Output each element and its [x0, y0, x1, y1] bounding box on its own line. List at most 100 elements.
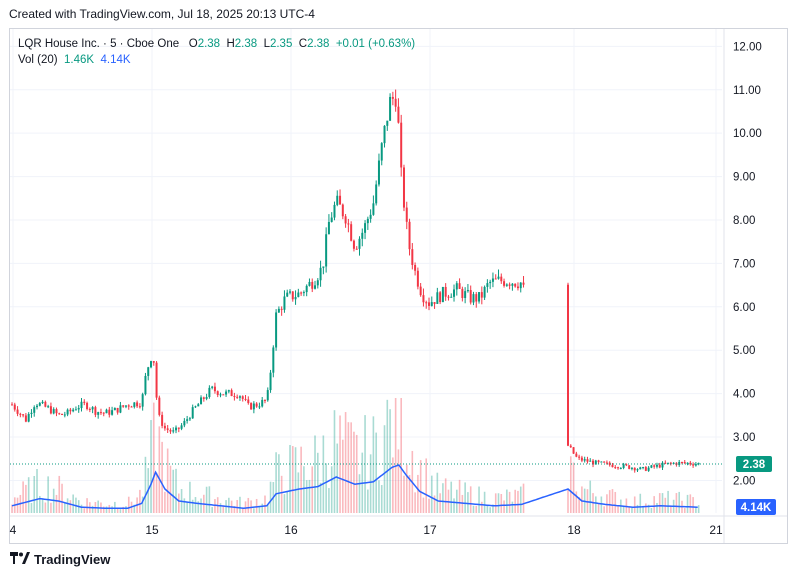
legend-high-value: 2.38: [234, 38, 258, 50]
candle-body: [119, 405, 122, 413]
candle-body: [294, 297, 297, 300]
candle-body: [461, 288, 464, 298]
chart-frame[interactable]: [9, 28, 788, 544]
last-price-tag-label: 2.38: [743, 459, 766, 471]
candle-body: [352, 240, 355, 249]
candle-body: [250, 403, 253, 410]
candle-body: [478, 292, 481, 302]
legend-volume-label[interactable]: Vol (20): [18, 54, 58, 66]
volume-bar: [33, 475, 36, 513]
volume-bar: [450, 481, 453, 513]
volume-bar: [642, 505, 644, 513]
volume-bar: [286, 491, 289, 513]
legend-separator: ·: [103, 38, 111, 50]
volume-ma-line: [11, 464, 698, 509]
volume-bar: [625, 498, 628, 513]
candle-body: [169, 429, 172, 432]
candle-body: [433, 302, 436, 304]
volume-bar: [25, 484, 27, 513]
volume-bar: [658, 493, 661, 513]
volume-bar: [436, 472, 439, 513]
volume-bar: [367, 489, 369, 513]
volume-bar: [572, 462, 575, 513]
candle-body: [519, 282, 522, 289]
volume-bar: [405, 464, 408, 513]
volume-bar: [317, 452, 319, 513]
candle-body: [269, 372, 272, 391]
candle-body: [383, 125, 386, 144]
candle-body: [661, 462, 664, 468]
candle-body: [191, 407, 194, 419]
candle-body: [41, 401, 44, 404]
candle-body: [61, 413, 64, 415]
candle-body: [194, 406, 197, 408]
legend-symbol[interactable]: LQR House Inc.: [18, 38, 100, 50]
volume-bar: [397, 449, 400, 513]
volume-bar: [47, 476, 49, 513]
candle-body: [80, 401, 83, 409]
candle-body: [83, 401, 86, 403]
legend-interval[interactable]: 5: [110, 38, 117, 50]
volume-bar: [44, 502, 47, 513]
volume-bar: [158, 426, 161, 513]
volume-bar: [300, 446, 302, 513]
candle-body: [447, 296, 450, 298]
volume-bar: [333, 410, 336, 513]
candle-body: [578, 456, 581, 458]
volume-bar: [692, 497, 694, 513]
candle-body: [33, 407, 36, 413]
volume-bar: [400, 398, 402, 513]
volume-bar: [266, 504, 269, 513]
y-tick-label: 3.00: [733, 432, 755, 444]
candle-body: [52, 409, 55, 414]
candle-body: [364, 223, 367, 233]
volume-bar: [464, 482, 466, 513]
candle-body: [222, 394, 225, 396]
candle-body: [77, 408, 80, 410]
y-tick-label: 6.00: [733, 302, 755, 314]
candle-body: [475, 294, 478, 302]
candle-body: [266, 390, 269, 401]
candle-body: [358, 238, 361, 249]
candle-body: [694, 464, 697, 466]
candle-body: [405, 207, 408, 222]
candle-body: [233, 396, 236, 398]
candle-body: [567, 284, 569, 446]
volume-bar: [353, 431, 355, 513]
candle-body: [255, 403, 258, 407]
candle-body: [408, 221, 411, 250]
volume-bar: [364, 415, 366, 513]
candle-body: [350, 224, 353, 241]
volume-bar: [211, 506, 213, 513]
volume-bar: [261, 503, 263, 513]
candle-body: [619, 467, 622, 469]
volume-bar: [597, 503, 600, 513]
candle-body: [141, 394, 144, 407]
candle-body: [644, 467, 647, 471]
candle-body: [238, 396, 241, 398]
x-tick-label: 18: [567, 523, 581, 537]
volume-bar: [595, 496, 597, 513]
volume-bar: [355, 434, 358, 513]
volume-bar: [314, 435, 316, 513]
candle-body: [664, 462, 667, 464]
volume-bar: [469, 486, 472, 513]
volume-bar: [39, 495, 41, 513]
volume-bar: [244, 501, 247, 513]
volume-bar: [514, 489, 516, 513]
volume-bar: [294, 447, 297, 513]
candle-body: [436, 292, 439, 304]
volume-bar: [589, 480, 592, 513]
candle-body: [483, 286, 486, 298]
candle-body: [275, 312, 278, 348]
tradingview-footer[interactable]: TradingView: [10, 552, 110, 567]
volume-bar: [61, 483, 63, 513]
volume-bar: [350, 422, 352, 513]
volume-bar: [645, 503, 647, 513]
volume-bar: [36, 468, 38, 513]
candle-body: [44, 401, 47, 407]
candle-body: [683, 462, 686, 464]
tradingview-brand: TradingView: [34, 552, 111, 567]
candle-body: [594, 460, 597, 465]
